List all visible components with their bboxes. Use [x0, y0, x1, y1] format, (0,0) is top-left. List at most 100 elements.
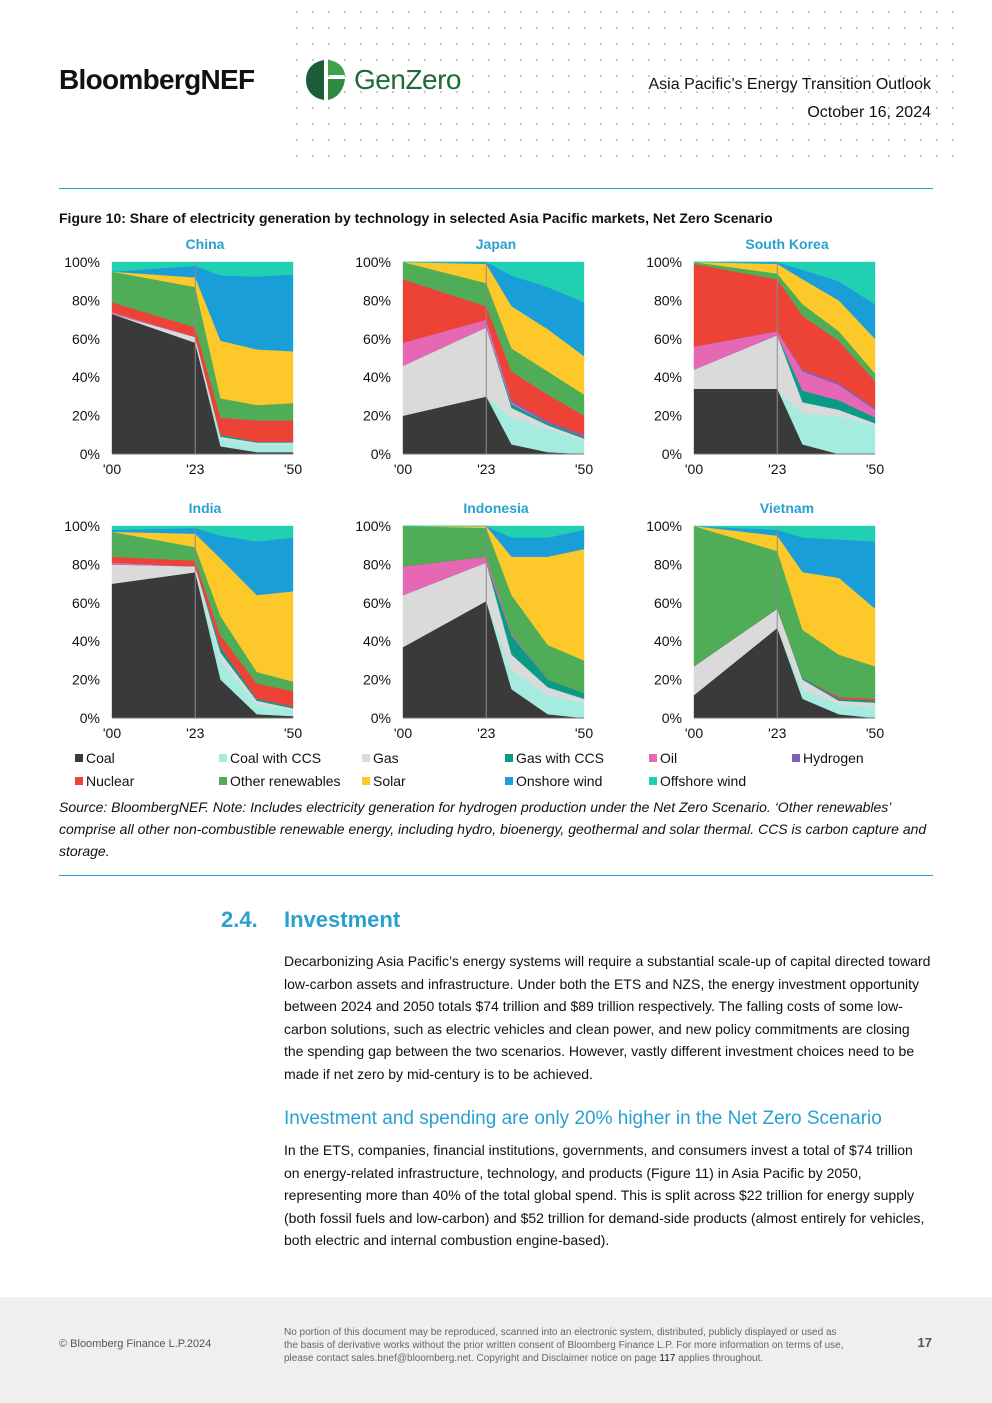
y-tick-label: 100%	[64, 518, 100, 534]
y-tick-label: 60%	[72, 331, 100, 347]
legend-swatch	[649, 754, 657, 762]
x-tick-label: '50	[575, 725, 593, 741]
y-tick-label: 60%	[363, 595, 391, 611]
section-number: 2.4.	[221, 907, 258, 932]
chart-title: Japan	[475, 236, 517, 252]
legend-label: Other renewables	[230, 773, 341, 789]
header-dot-pattern	[285, 0, 965, 165]
legend-label: Offshore wind	[660, 773, 747, 789]
chart-south-korea: South Korea 100% 80% 60% 40% 20% 0% '00 '23 '50	[637, 236, 897, 486]
legend-swatch	[362, 777, 370, 785]
y-tick-label: 0%	[80, 446, 100, 462]
x-tick-label: '50	[284, 725, 302, 741]
x-tick-label: '23	[186, 461, 204, 477]
footer-notice-tail: applies throughout.	[675, 1353, 764, 1364]
x-tick-label: '23	[186, 725, 204, 741]
y-tick-label: 40%	[654, 369, 682, 385]
chart-plot: 100% 80% 60% 40% 20% 0%'00 '23 '50	[646, 254, 884, 477]
y-tick-label: 0%	[371, 710, 391, 726]
y-tick-label: 80%	[363, 292, 391, 308]
y-tick-label: 20%	[363, 672, 391, 688]
legend-label: Nuclear	[86, 773, 135, 789]
y-tick-label: 60%	[72, 595, 100, 611]
y-tick-label: 0%	[662, 710, 682, 726]
legend-item-oil: Oil	[649, 750, 677, 766]
y-tick-label: 40%	[72, 369, 100, 385]
legend-item-coal: Coal	[75, 750, 115, 766]
footer-band	[0, 1297, 992, 1403]
legend-item-offshore-wind: Offshore wind	[649, 773, 746, 789]
legend-item-nuclear: Nuclear	[75, 773, 134, 789]
legend-item-onshore-wind: Onshore wind	[505, 773, 602, 789]
legend-swatch	[75, 754, 83, 762]
subsection-heading: Investment and spending are only 20% hig…	[284, 1108, 882, 1129]
y-tick-label: 0%	[371, 446, 391, 462]
area-offshore-wind	[111, 261, 294, 277]
legend-swatch	[219, 754, 227, 762]
footer-notice: No portion of this document may be repro…	[284, 1326, 844, 1365]
y-tick-label: 60%	[654, 331, 682, 347]
y-tick-label: 100%	[355, 518, 391, 534]
legend-swatch	[505, 754, 513, 762]
x-tick-label: '23	[477, 461, 495, 477]
area-offshore-wind	[111, 525, 294, 542]
source-note: Source: BloombergNEF. Note: Includes ele…	[59, 799, 927, 859]
area-offshore-wind	[403, 525, 585, 538]
y-tick-label: 0%	[80, 710, 100, 726]
x-tick-label: '00	[685, 461, 703, 477]
y-tick-label: 20%	[654, 672, 682, 688]
x-tick-label: '00	[394, 461, 412, 477]
chart-title: India	[188, 500, 222, 516]
y-tick-label: 60%	[654, 595, 682, 611]
footer-notice-text: No portion of this document may be repro…	[284, 1327, 844, 1364]
legend-label: Oil	[660, 750, 678, 766]
y-tick-label: 40%	[654, 633, 682, 649]
bnef-logo: BloombergNEF	[59, 64, 255, 95]
chart-plot: 100% 80% 60% 40% 20% 0%'00 '23 '50	[646, 518, 884, 741]
area-offshore-wind	[694, 261, 876, 305]
y-tick-label: 40%	[72, 633, 100, 649]
y-tick-label: 20%	[363, 408, 391, 424]
legend-label: Onshore wind	[516, 773, 603, 789]
y-tick-label: 100%	[355, 254, 391, 270]
chart-india: India 100% 80% 60% 40% 20% 0% '00 '23 '50	[55, 500, 315, 750]
y-tick-label: 100%	[646, 518, 682, 534]
footer-copyright: © Bloomberg Finance L.P.2024	[59, 1338, 212, 1350]
legend-item-hydrogen: Hydrogen	[792, 750, 864, 766]
legend-label: Gas with CCS	[516, 750, 604, 766]
top-divider	[59, 188, 933, 189]
x-tick-label: '50	[866, 725, 884, 741]
x-tick-label: '00	[685, 725, 703, 741]
legend-swatch	[362, 754, 370, 762]
x-tick-label: '50	[866, 461, 884, 477]
legend-item-gas: Gas	[362, 750, 399, 766]
legend-label: Gas	[373, 750, 399, 766]
chart-plot: 100% 80% 60% 40% 20% 0%'00 '23 '50	[64, 518, 302, 741]
legend-swatch	[219, 777, 227, 785]
x-tick-label: '00	[103, 461, 121, 477]
chart-indonesia: Indonesia 100% 80% 60% 40% 20% 0% '00 '23 '50	[346, 500, 606, 750]
figure-title: Figure 10: Share of electricity generati…	[59, 210, 773, 226]
chart-plot: 100% 80% 60% 40% 20% 0%'00 '23 '50	[64, 254, 302, 477]
chart-plot: 100% 80% 60% 40% 20% 0%'00 '23 '50	[355, 254, 593, 477]
chart-title: South Korea	[745, 236, 829, 252]
y-tick-label: 40%	[363, 633, 391, 649]
y-tick-label: 80%	[654, 556, 682, 572]
legend-item-other-renewables: Other renewables	[219, 773, 341, 789]
legend-label: Solar	[373, 773, 406, 789]
section-title: Investment	[284, 907, 401, 932]
y-tick-label: 20%	[72, 672, 100, 688]
legend-item-coal-ccs: Coal with CCS	[219, 750, 321, 766]
x-tick-label: '23	[768, 461, 786, 477]
chart-japan: Japan 100% 80% 60% 40% 20% 0% '00 '23 '50	[346, 236, 606, 486]
y-tick-label: 80%	[72, 556, 100, 572]
footer-notice-page-link[interactable]: 117	[659, 1353, 676, 1364]
page-number: 17	[917, 1335, 932, 1350]
x-tick-label: '50	[575, 461, 593, 477]
legend-swatch	[792, 754, 800, 762]
chart-plot: 100% 80% 60% 40% 20% 0%'00 '23 '50	[355, 518, 593, 741]
legend-label: Coal with CCS	[230, 750, 322, 766]
y-tick-label: 80%	[72, 292, 100, 308]
y-tick-label: 100%	[64, 254, 100, 270]
x-tick-label: '23	[477, 725, 495, 741]
